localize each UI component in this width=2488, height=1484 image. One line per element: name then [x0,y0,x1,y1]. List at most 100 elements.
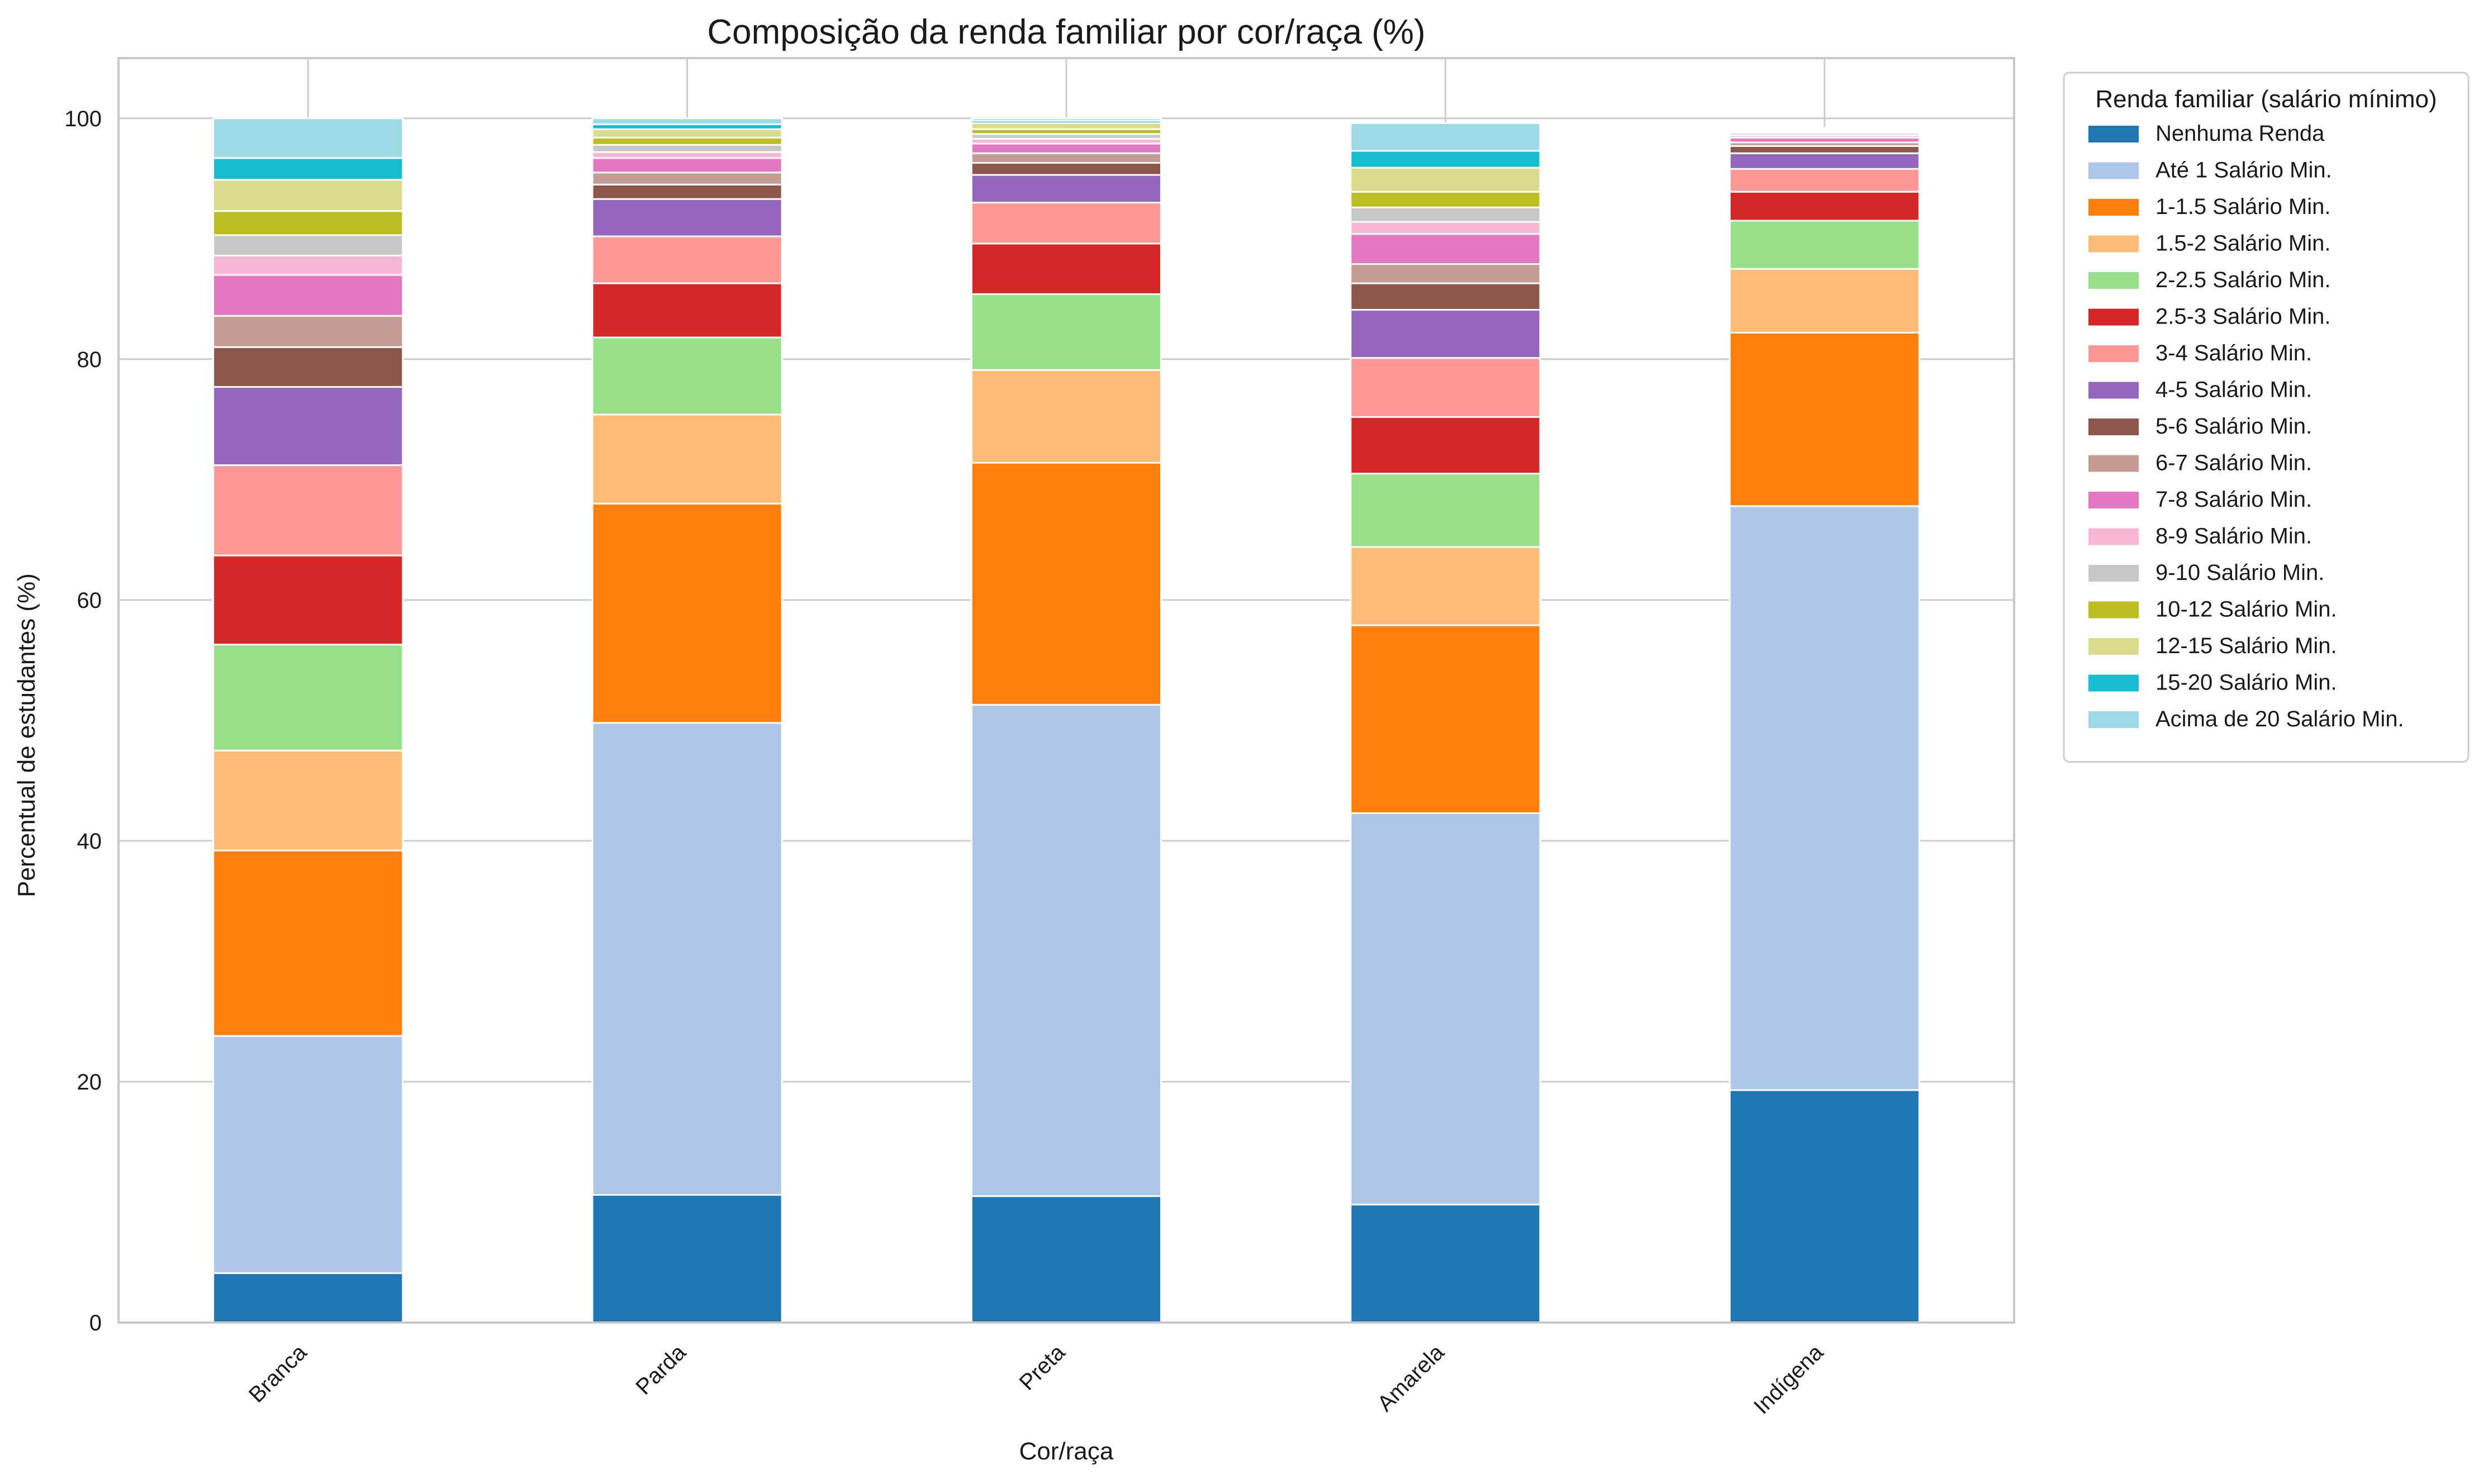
bar-segment [1350,357,1541,418]
bar-segment [212,254,404,276]
bar-segment [212,644,404,751]
bar-segment [1350,308,1541,359]
bar-segment [1350,233,1541,265]
bar-segment [212,315,404,348]
bar-segment [1729,220,1920,270]
bars [212,117,1920,1324]
bar-segment [970,293,1162,371]
legend-label: Até 1 Salário Min. [2155,158,2332,183]
bar-segment [591,157,783,174]
legend-swatch [2088,528,2139,545]
legend-label: 3-4 Salário Min. [2155,341,2312,365]
legend-swatch [2088,345,2139,362]
chart-title: Composição da renda familiar por cor/raç… [707,13,1425,51]
bar-segment [1729,268,1920,334]
bar-segment [212,1272,404,1324]
bar-segment [1350,416,1541,475]
bar-segment [212,554,404,646]
bar-segment [1350,473,1541,548]
legend-box [2063,72,2470,763]
bar-segment [1350,546,1541,626]
legend-swatch [2088,272,2139,289]
bar-segment [970,462,1162,706]
legend-swatch [2088,126,2139,142]
y-tick-label: 0 [89,1311,102,1335]
x-axis-label: Cor/raça [1019,1438,1114,1465]
bar-segment [212,234,404,256]
legend-swatch [2088,199,2139,216]
legend-swatch [2088,601,2139,619]
bar-segment [591,128,783,139]
y-tick-label: 20 [77,1070,102,1095]
bar-segment [1350,167,1541,193]
bar-segment [1350,191,1541,208]
legend-label: Nenhuma Renda [2155,121,2325,146]
bar-segment [1729,191,1920,222]
legend-swatch [2088,711,2139,728]
legend: Renda familiar (salário mínimo) Nenhuma … [2063,72,2470,763]
bar-segment [212,464,404,556]
legend-label: 12-15 Salário Min. [2155,634,2337,658]
legend-swatch [2088,235,2139,253]
legend-label: 8-9 Salário Min. [2155,524,2312,549]
bar-segment [1729,145,1920,154]
bar-segment [591,502,783,724]
y-axis-label: Percentual de estudantes (%) [13,573,40,897]
legend-swatch [2088,418,2139,435]
legend-label: 10-12 Salário Min. [2155,597,2337,622]
legend-label: 2.5-3 Salário Min. [2155,305,2330,329]
legend-swatch [2088,308,2139,326]
bar-segment [1350,221,1541,235]
bar-segment [591,172,783,185]
legend-label: 1.5-2 Salário Min. [2155,231,2330,256]
y-tick-label: 80 [77,348,102,372]
bar-segment [970,1195,1162,1324]
bar-segment [970,174,1162,204]
bar-segment [591,144,783,153]
bar-segment [591,183,783,200]
legend-label: 9-10 Salário Min. [2155,560,2324,585]
legend-label: 15-20 Salário Min. [2155,670,2337,695]
bar-segment [970,703,1162,1197]
bar-segment [212,849,404,1037]
legend-title: Renda familiar (salário mínimo) [2095,85,2437,113]
bar-segment [591,151,783,159]
y-tick-label: 60 [77,588,102,613]
legend-label: 6-7 Salário Min. [2155,451,2312,475]
bar-segment [212,117,404,159]
bar-segment [970,122,1162,130]
legend-swatch [2088,638,2139,655]
bar-segment [591,117,783,126]
bar-segment [591,1194,783,1324]
bar-segment [212,346,404,388]
bar-segment [212,386,404,466]
bar-segment [970,242,1162,295]
legend-swatch [2088,455,2139,472]
legend-label: 4-5 Salário Min. [2155,378,2312,402]
bar-segment [1729,127,1920,130]
bar-segment [1350,282,1541,311]
bar-segment [591,136,783,146]
legend-label: 1-1.5 Salário Min. [2155,194,2330,219]
legend-label: Acima de 20 Salário Min. [2155,707,2404,731]
bar-segment [1350,624,1541,814]
bar-segment [1729,505,1920,1091]
bar-segment [212,1035,404,1274]
bar-segment [212,749,404,852]
legend-swatch [2088,674,2139,692]
bar-segment [591,336,783,416]
bar-segment [591,722,783,1196]
bar-segment [1729,331,1920,507]
bar-segment [970,117,1162,122]
bar-segment [970,369,1162,464]
bar-segment [1350,263,1541,284]
legend-label: 7-8 Salário Min. [2155,487,2312,512]
bar-segment [1729,152,1920,170]
bar-segment [212,274,404,317]
bar-segment [970,162,1162,176]
bar-segment [591,198,783,237]
y-tick-label: 100 [64,107,102,131]
bar-segment [970,142,1162,154]
bar-segment [1729,1089,1920,1324]
